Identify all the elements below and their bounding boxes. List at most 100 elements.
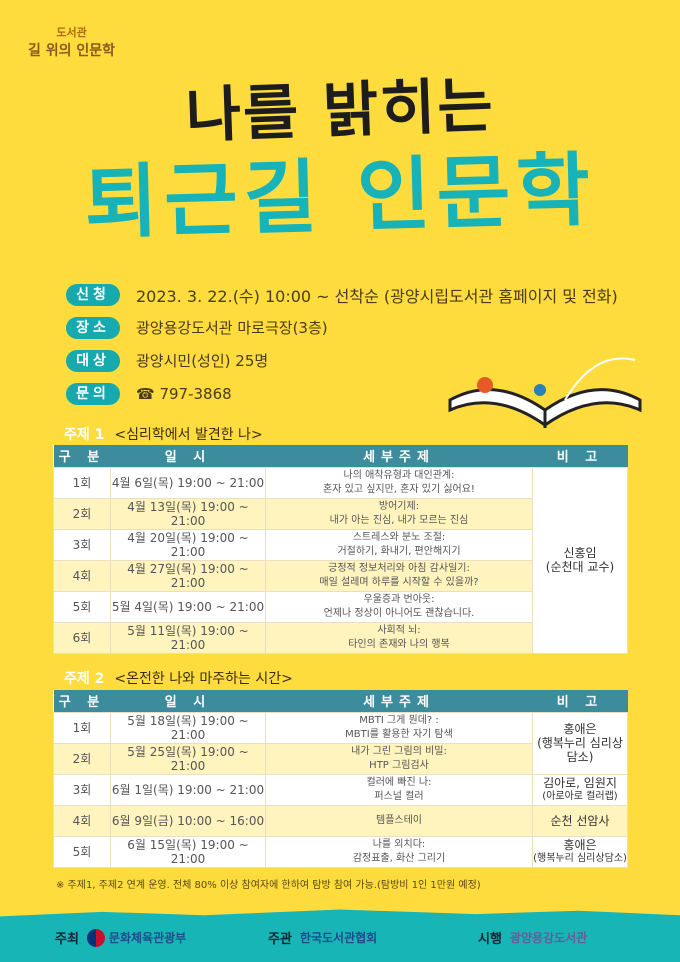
theme2-title: 주제 2 <온전한 나와 마주하는 시간> — [64, 668, 293, 688]
topic-line: MBTI를 활용한 자기 탐색 — [345, 728, 453, 740]
topic-line: 타인의 존재와 나의 행복 — [348, 638, 450, 650]
lecturer-name: 신홍임 — [563, 546, 597, 560]
logo-small-text: 도서관 — [56, 26, 87, 39]
topic-line: 혼자 있고 싶지만, 혼자 있기 싫어요! — [323, 483, 475, 495]
session-number: 3회 — [53, 528, 111, 561]
info-label: 장소 — [66, 316, 120, 339]
column-header: 세부주제 — [265, 690, 533, 712]
lecturer-affiliation: (순천대 교수) — [545, 560, 615, 574]
topic-line: 나의 애착유형과 대인관계: — [343, 469, 455, 481]
topic-line: 방어기제: — [378, 500, 420, 512]
column-header: 일 시 — [110, 690, 266, 712]
topic-line: 템플스테이 — [376, 814, 422, 826]
logo-main-text: 길 위의 인문학 — [28, 43, 116, 59]
info-value: 광양용강도서관 마로극장(3층) — [136, 319, 328, 337]
info-list: 신청 2023. 3. 22.(수) 10:00 ~ 선착순 (광양시립도서관 홈… — [66, 278, 618, 410]
org-operator: 시행 광양용강도서관 — [478, 928, 587, 947]
session-date: 4월 13일(목) 19:00 ~ 21:00 — [110, 497, 266, 530]
org-label: 시행 — [478, 932, 502, 947]
table-row: 5회 6월 15일(목) 19:00 ~ 21:00 나를 외치다: 감정표출, … — [53, 835, 628, 868]
session-number: 2회 — [53, 497, 111, 530]
lecturer-name: 홍애은 — [563, 722, 597, 736]
column-header: 비 고 — [532, 445, 628, 467]
lecturer-note: 김아로, 임원지 (아로아로 컬러랩) — [532, 773, 628, 806]
table-row: 3회 6월 1일(목) 19:00 ~ 21:00 컬러에 빠진 나: 퍼스널 컬… — [53, 773, 628, 806]
topic-line: 컬러에 빠진 나: — [366, 776, 432, 788]
session-topic: 나를 외치다: 감정표출, 화산 그리기 — [265, 835, 533, 868]
program-logo: 도서관 길 위의 인문학 — [28, 24, 115, 60]
topic-line: 감정표출, 화산 그리기 — [352, 852, 446, 864]
table-row: 6회 5월 11일(목) 19:00 ~ 21:00 사회적 뇌: 타인의 존재와… — [53, 621, 628, 654]
session-date: 5월 11일(목) 19:00 ~ 21:00 — [110, 621, 266, 654]
session-date: 5월 18일(목) 19:00 ~ 21:00 — [110, 711, 266, 744]
session-date: 6월 15일(목) 19:00 ~ 21:00 — [110, 835, 266, 868]
topic-line: 우울증과 번아웃: — [363, 593, 435, 605]
session-number: 4회 — [53, 804, 111, 837]
info-label: 문의 — [66, 382, 120, 405]
session-number: 5회 — [53, 590, 111, 623]
column-header: 구 분 — [53, 690, 111, 712]
topic-line: 내가 그린 그림의 비밀: — [351, 745, 447, 757]
info-value: 2023. 3. 22.(수) 10:00 ~ 선착순 (광양시립도서관 홈페이… — [136, 286, 618, 306]
session-number: 2회 — [53, 742, 111, 775]
session-date: 4월 20일(목) 19:00 ~ 21:00 — [110, 528, 266, 561]
topic-line: 스트레스와 분노 조절: — [352, 531, 446, 543]
table-row: 1회 5월 18일(목) 19:00 ~ 21:00 MBTI 그게 뭔데? :… — [53, 711, 628, 775]
lecturer-affiliation: (행복누리 심리상담소) — [533, 852, 627, 864]
org-organizer: 주관 한국도서관협회 — [268, 928, 377, 947]
org-name: 문화체육관광부 — [108, 931, 187, 945]
info-value: ☎ 797-3868 — [136, 384, 232, 403]
info-contact: 문의 ☎ 797-3868 — [66, 377, 618, 410]
session-topic: 나의 애착유형과 대인관계: 혼자 있고 싶지만, 혼자 있기 싫어요! — [265, 466, 533, 499]
org-name: 한국도서관협회 — [299, 931, 378, 945]
info-target: 대상 광양시민(성인) 25명 — [66, 344, 618, 377]
lecturer-note: 순천 선암사 — [532, 804, 628, 837]
org-label: 주관 — [268, 932, 292, 947]
topic-line: HTP 그림검사 — [369, 759, 429, 771]
session-topic: 스트레스와 분노 조절: 거절하기, 화내기, 편안해지기 — [265, 528, 533, 561]
lecturer-name: 순천 선암사 — [550, 813, 610, 828]
session-topic: MBTI 그게 뭔데? : MBTI를 활용한 자기 탐색 — [265, 711, 533, 744]
session-topic: 템플스테이 — [265, 804, 533, 837]
theme-number: 주제 2 — [64, 671, 105, 687]
theme-number: 주제 1 — [64, 427, 105, 443]
session-date: 6월 9일(금) 10:00 ~ 16:00 — [110, 804, 266, 837]
session-date: 6월 1일(목) 19:00 ~ 21:00 — [110, 773, 266, 806]
session-topic: 방어기제: 내가 아는 진심, 내가 모르는 진심 — [265, 497, 533, 530]
column-header: 구 분 — [53, 445, 111, 467]
lecturer-note: 홍애은 (행복누리 심리상담소) — [532, 835, 628, 868]
session-topic: 내가 그린 그림의 비밀: HTP 그림검사 — [265, 742, 533, 775]
session-number: 3회 — [53, 773, 111, 806]
footer-band — [0, 909, 680, 962]
theme-title: <온전한 나와 마주하는 시간> — [114, 671, 293, 687]
session-number: 5회 — [53, 835, 111, 868]
taegeuk-logo-icon — [86, 928, 105, 947]
topic-line: MBTI 그게 뭔데? : — [359, 714, 439, 726]
info-label: 신청 — [66, 283, 120, 306]
lecturer-note: 신홍임 (순천대 교수) — [532, 466, 628, 654]
topic-line: 나를 외치다: — [372, 838, 426, 850]
topic-line: 사회적 뇌: — [377, 624, 421, 636]
topic-line: 매일 설레며 하루를 시작할 수 있을까? — [319, 576, 479, 588]
table-row: 4회 4월 27일(목) 19:00 ~ 21:00 긍정적 정보처리와 아침 … — [53, 559, 628, 592]
session-topic: 우울증과 번아웃: 언제나 정상이 아니어도 괜찮습니다. — [265, 590, 533, 623]
lecturer-note: 홍애은 (행복누리 심리상담소) — [532, 711, 628, 775]
info-value: 광양시민(성인) 25명 — [136, 352, 269, 370]
open-book-illustration — [448, 357, 642, 428]
session-topic: 컬러에 빠진 나: 퍼스널 컬러 — [265, 773, 533, 806]
theme-title: <심리학에서 발견한 나> — [114, 427, 263, 443]
lecturer-affiliation: (행복누리 심리상담소) — [537, 736, 623, 764]
lecturer-name: 홍애은 — [563, 837, 597, 852]
org-name: 광양용강도서관 — [509, 931, 588, 945]
topic-line: 긍정적 정보처리와 아침 감사일기: — [328, 562, 470, 574]
session-topic: 긍정적 정보처리와 아침 감사일기: 매일 설레며 하루를 시작할 수 있을까? — [265, 559, 533, 592]
table-row: 3회 4월 20일(목) 19:00 ~ 21:00 스트레스와 분노 조절: 거… — [53, 528, 628, 561]
column-header: 세부주제 — [265, 445, 533, 467]
info-label: 대상 — [66, 349, 120, 372]
footnote: ※ 주제1, 주제2 연계 운영. 전체 80% 이상 참여자에 한하여 탐방 … — [56, 880, 481, 891]
org-label: 주최 — [55, 932, 79, 947]
